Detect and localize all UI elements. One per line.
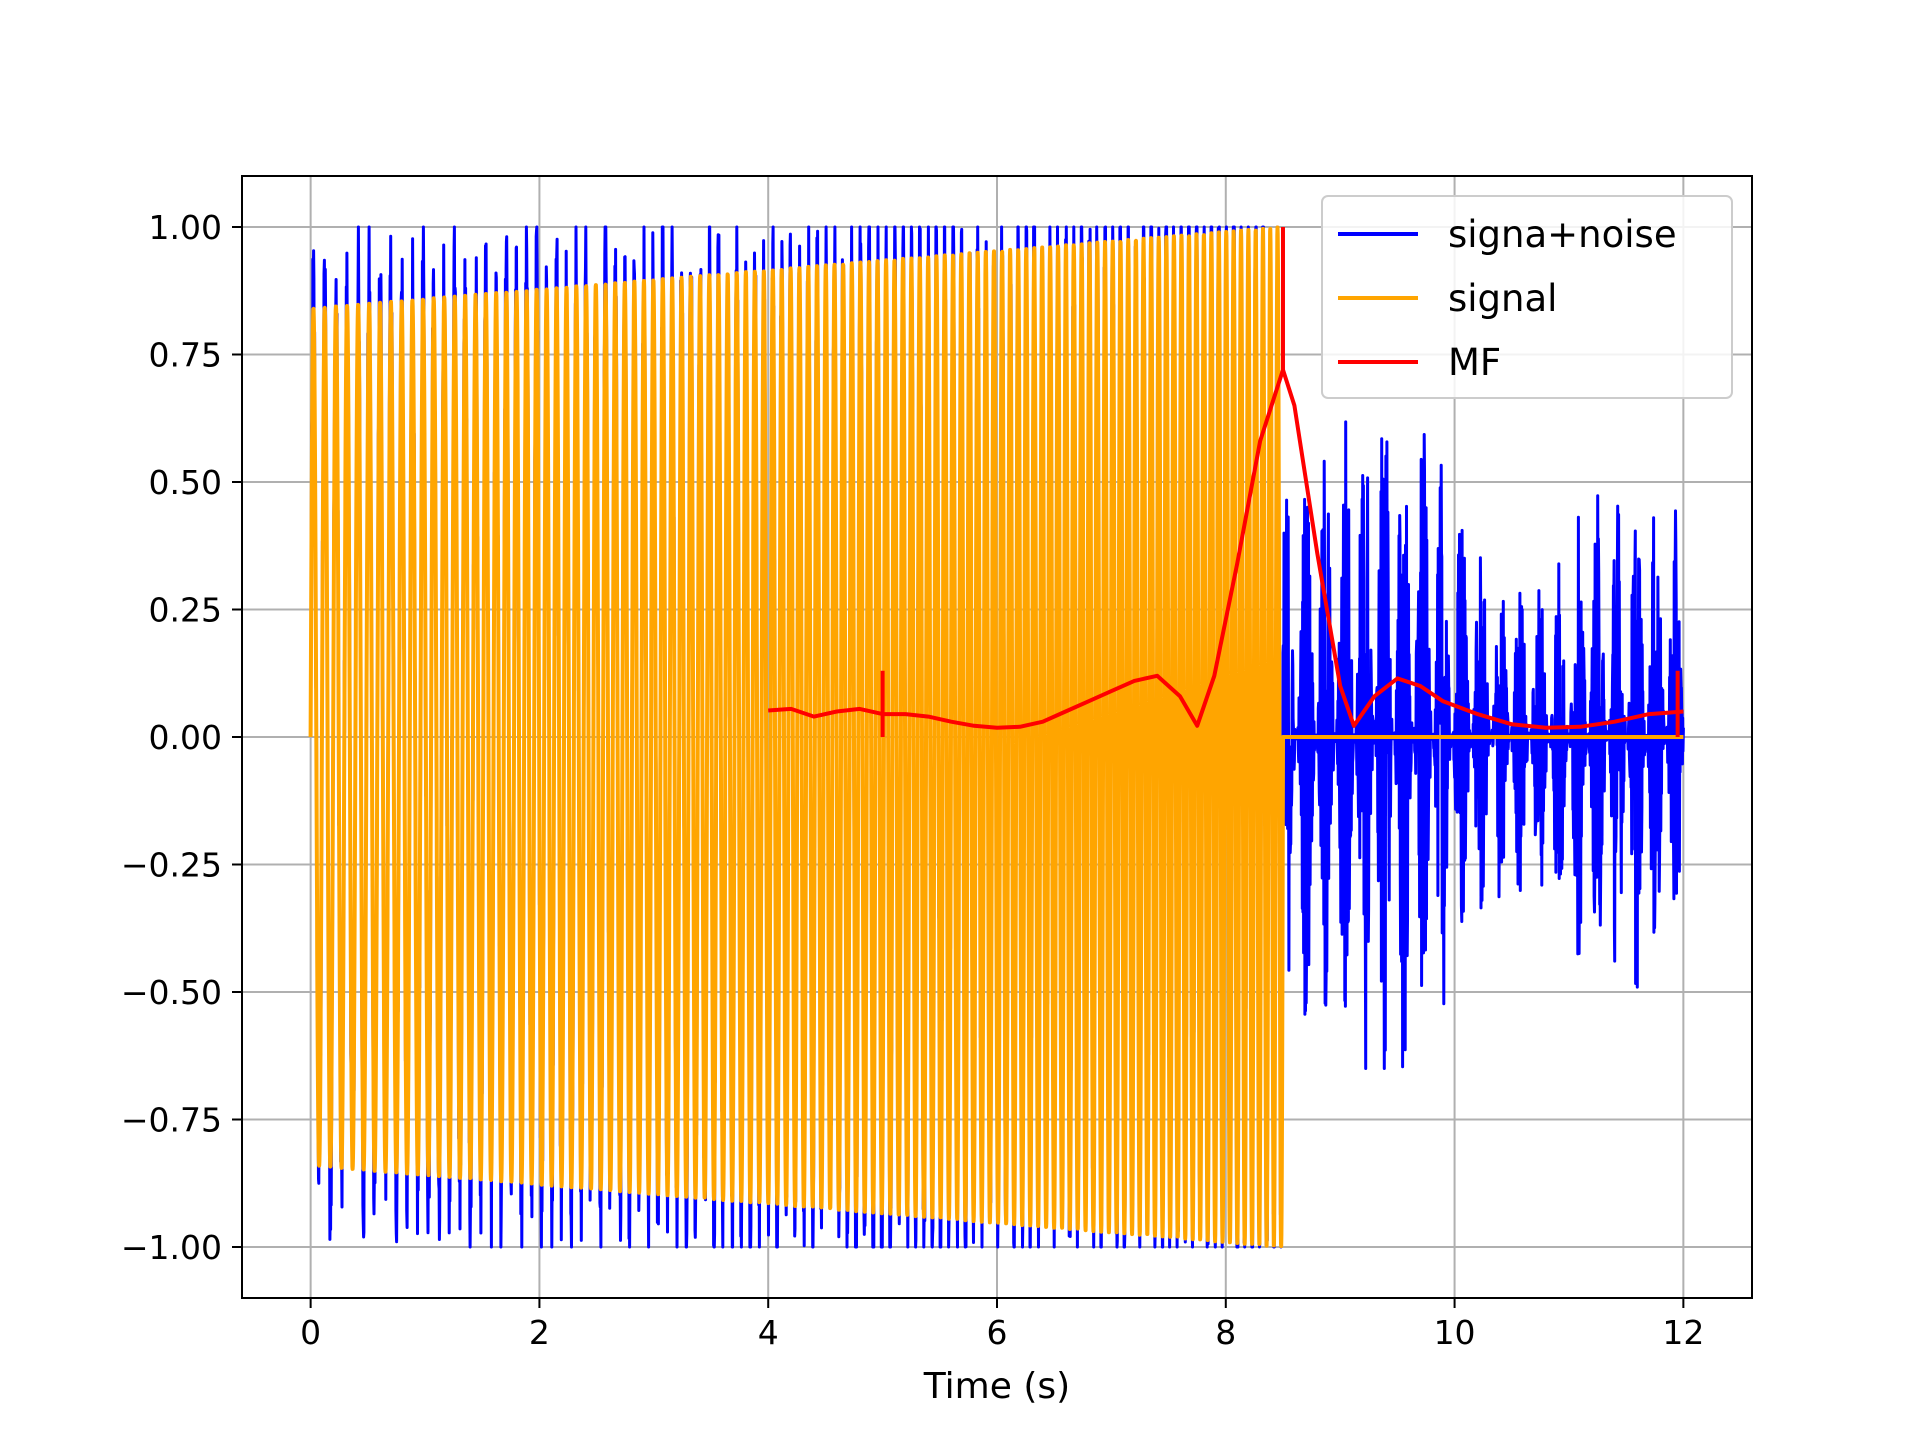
y-tick-label: 0.25	[149, 591, 222, 630]
series-signal-line	[308, 225, 1684, 1249]
y-tick-label: −0.75	[121, 1101, 222, 1140]
x-axis-label: Time (s)	[923, 1366, 1070, 1407]
x-tick-label: 6	[987, 1313, 1008, 1352]
y-tick-label: 0.00	[149, 718, 222, 757]
ticks: 0 2 4 6 8 10 12 1.00 0.75 0.50 0.25 0.00 −0.25 −0.50 −…	[121, 208, 1705, 1352]
y-tick-label: −0.50	[121, 973, 222, 1012]
x-tick-label: 12	[1662, 1313, 1704, 1352]
y-tick-label: −1.00	[121, 1228, 222, 1267]
plot-area	[308, 225, 1685, 1249]
legend-entry-label: signa+noise	[1448, 213, 1677, 256]
x-tick-label: 10	[1434, 1313, 1476, 1352]
x-tick-label: 2	[529, 1313, 550, 1352]
x-tick-label: 4	[758, 1313, 779, 1352]
y-tick-label: 1.00	[149, 208, 222, 247]
x-tick-label: 0	[300, 1313, 321, 1352]
legend-box	[1321, 195, 1733, 399]
legend-entry-label: signal	[1448, 277, 1557, 320]
legend-entry-label: MF	[1448, 341, 1501, 384]
legend: signa+noise signal MF	[1321, 195, 1733, 399]
series-mf-line	[768, 367, 1684, 730]
y-tick-label: 0.50	[149, 463, 222, 502]
x-tick-label: 8	[1215, 1313, 1236, 1352]
y-tick-label: 0.75	[149, 336, 222, 375]
y-tick-label: −0.25	[121, 846, 222, 885]
